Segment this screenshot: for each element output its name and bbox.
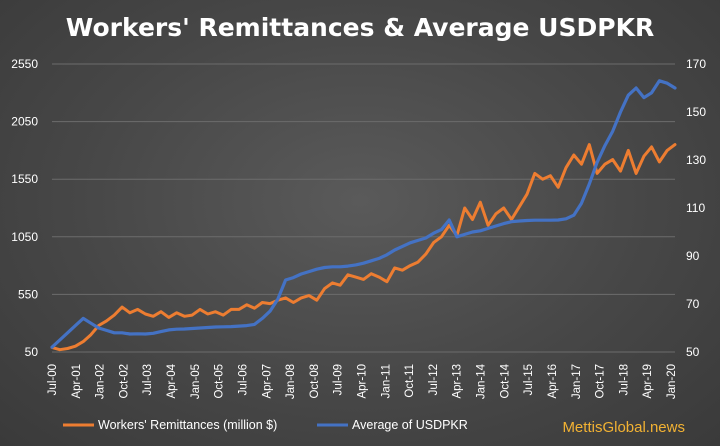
- x-tick-label: Jan-14: [476, 363, 488, 399]
- x-tick-label: Jan-08: [285, 364, 297, 399]
- legend-label-remittances: Workers' Remittances (million $): [98, 418, 277, 432]
- right-tick-label: 110: [686, 201, 705, 215]
- x-tick-label: Oct-08: [309, 364, 321, 399]
- brand-watermark: MettisGlobal.news: [562, 419, 685, 436]
- right-tick-label: 130: [686, 153, 706, 167]
- left-tick-label: 2550: [11, 57, 38, 71]
- x-tick-label: Jan-02: [95, 364, 107, 399]
- x-tick-label: Apr-01: [71, 364, 83, 399]
- series-lines: [50, 79, 677, 352]
- right-tick-label: 150: [686, 105, 706, 119]
- right-tick-label: 70: [686, 297, 700, 311]
- x-tick-label: Jul-03: [142, 364, 154, 395]
- x-tick-label: Oct-02: [118, 364, 130, 399]
- right-axis: 50 70 90 110 130 150 170: [686, 57, 706, 359]
- left-tick-label: 50: [25, 345, 39, 359]
- legend: Workers' Remittances (million $) Average…: [63, 418, 468, 432]
- x-tick-label: Jan-11: [380, 364, 392, 398]
- x-tick-label: Apr-07: [261, 364, 273, 399]
- x-tick-label: Oct-14: [499, 363, 511, 398]
- left-tick-label: 1050: [11, 230, 38, 244]
- x-tick-label: Jan-05: [190, 364, 202, 399]
- x-tick-label: Apr-16: [547, 364, 559, 399]
- x-tick-label: Apr-19: [642, 364, 654, 399]
- x-tick-label: Jul-12: [428, 364, 440, 395]
- x-tick-label: Jul-15: [523, 364, 535, 395]
- x-tick-label: Apr-10: [357, 364, 369, 399]
- left-axis: 50 550 1050 1550 2050 2550: [11, 57, 38, 359]
- x-tick-label: Oct-11: [404, 364, 416, 398]
- x-tick-label: Jul-18: [618, 364, 630, 395]
- left-tick-label: 550: [18, 287, 38, 301]
- x-tick-label: Oct-05: [214, 364, 226, 399]
- x-tick-label: Apr-13: [452, 364, 464, 399]
- left-tick-label: 2050: [11, 115, 38, 129]
- right-tick-label: 50: [686, 345, 700, 359]
- x-tick-label: Oct-17: [595, 364, 607, 399]
- chart-title: Workers' Remittances & Average USDPKR: [66, 13, 654, 42]
- x-tick-label: Jul-00: [47, 364, 59, 395]
- x-tick-label: Jul-06: [237, 364, 249, 395]
- gridlines: [52, 63, 675, 353]
- x-tick-label: Jan-17: [571, 364, 583, 399]
- x-tick-label: Apr-04: [166, 363, 178, 398]
- left-tick-label: 1550: [11, 172, 38, 186]
- series-line-remittances: [50, 143, 677, 352]
- x-tick-label: Jan-20: [666, 364, 678, 399]
- right-tick-label: 170: [686, 57, 706, 71]
- right-tick-label: 90: [686, 249, 700, 263]
- legend-label-usdpkr: Average of USDPKR: [352, 418, 468, 432]
- x-axis: Jul-00 Apr-01 Jan-02 Oct-02 Jul-03 Apr-04 Jan-…: [47, 363, 678, 399]
- series-line-usdpkr: [50, 79, 677, 349]
- x-tick-label: Jul-09: [333, 364, 345, 395]
